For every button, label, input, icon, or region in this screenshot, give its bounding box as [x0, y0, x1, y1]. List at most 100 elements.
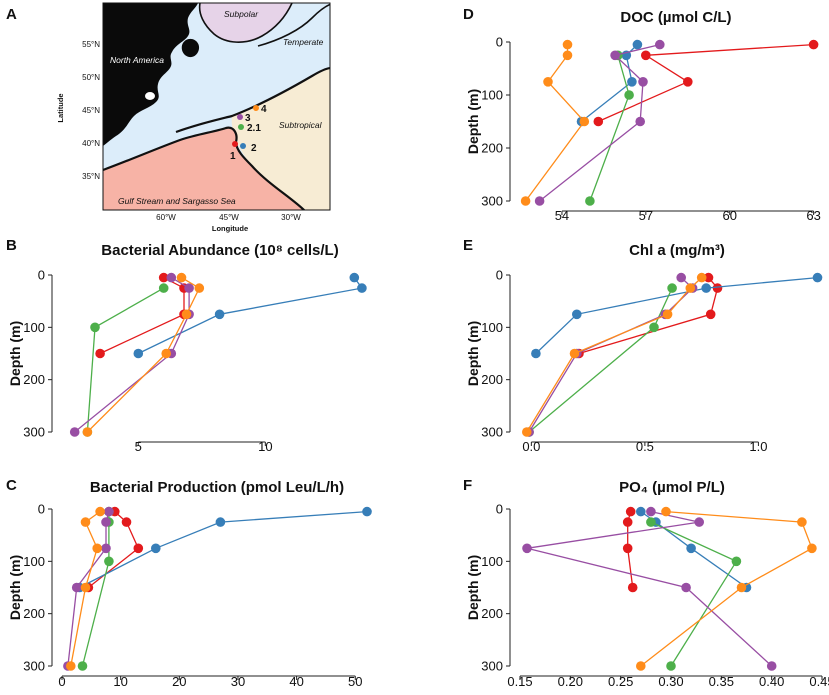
x-tick-label: 60 — [722, 208, 736, 223]
region-label-subtropical: Subtropical — [279, 120, 323, 130]
y-tick-label: 300 — [481, 194, 503, 209]
data-point-station-4 — [82, 427, 93, 437]
data-point-station-3 — [184, 283, 194, 293]
x-tick-label: 10 — [258, 439, 272, 454]
data-point-station-2-1 — [731, 556, 742, 567]
data-point-station-3 — [766, 661, 777, 671]
y-tick-label: 300 — [23, 425, 45, 440]
gulf-stream-region — [103, 127, 304, 210]
data-point-station-4 — [92, 543, 102, 554]
data-point-station-4 — [543, 77, 553, 87]
data-point-station-3 — [635, 116, 645, 127]
region-label-temperate: Temperate — [283, 37, 324, 47]
data-point-station-3 — [610, 50, 620, 61]
chart-panel-c: C Bacterial Production (pmol Leu/L/h) Dept… — [6, 477, 372, 689]
data-point-station-1 — [121, 517, 132, 527]
y-tick-label: 200 — [23, 606, 45, 621]
y-tick-label: 200 — [23, 372, 45, 387]
y-axis-label-f: Depth (m) — [465, 555, 481, 620]
station-label-3: 3 — [245, 113, 251, 124]
y-tick-label: 100 — [481, 88, 503, 103]
data-point-station-3 — [522, 543, 532, 554]
y-tick-label: 100 — [23, 320, 45, 335]
data-point-station-1 — [627, 582, 638, 593]
data-point-station-3 — [104, 506, 114, 517]
chart-title-d: DOC (µmol C/L) — [620, 9, 731, 26]
data-point-station-2-1 — [649, 322, 659, 333]
subpolar-region — [199, 3, 292, 43]
y-tick-label: 300 — [23, 659, 45, 674]
x-tick-label: 10 — [113, 674, 127, 689]
lat-tick-40: 40°N — [82, 139, 100, 148]
x-tick-label: 50 — [348, 674, 362, 689]
data-point-station-4 — [562, 39, 573, 50]
series-line-station-2-1 — [81, 511, 110, 667]
station-label-2-1: 2.1 — [247, 123, 261, 134]
data-point-station-2-1 — [90, 322, 100, 333]
data-point-station-4 — [522, 427, 532, 437]
data-point-station-3 — [681, 582, 691, 593]
data-point-station-1 — [158, 272, 169, 283]
data-point-station-1 — [808, 39, 819, 50]
panel-letter-a: A — [6, 6, 17, 23]
data-point-station-3 — [101, 517, 111, 527]
y-tick-label: 0 — [496, 268, 503, 283]
panel-letter-b: B — [6, 237, 17, 254]
x-tick-label: 30 — [231, 674, 245, 689]
chart-panel-d: D DOC (µmol C/L) Depth (m) 0 100 200 300 54 57 60… — [463, 6, 821, 223]
series-line-station-2-1 — [589, 55, 630, 202]
data-point-station-3 — [69, 427, 80, 437]
x-tick-label: 57 — [639, 208, 653, 223]
panel-letter-e: E — [463, 237, 473, 254]
map-ylabel: Latitude — [56, 93, 65, 122]
y-tick-label: 100 — [23, 554, 45, 569]
data-point-station-4 — [736, 582, 747, 593]
x-tick-label: 0.5 — [636, 439, 654, 454]
x-tick-label: 0.20 — [558, 674, 583, 689]
north-america-landmass — [103, 3, 198, 146]
data-point-station-4 — [176, 272, 187, 283]
data-point-station-3 — [655, 39, 665, 50]
x-tick-label: 0.35 — [709, 674, 734, 689]
panel-letter-f: F — [463, 477, 472, 494]
chart-panel-f: F PO₄ (µmol P/L) Depth (m) 0 100 200 300 0.15 0.… — [463, 477, 829, 689]
data-point-station-3 — [71, 582, 82, 593]
chart-panel-b: B Bacterial Abundance (10⁸ cells/L) Depth … — [6, 237, 367, 454]
x-tick-label: 40 — [289, 674, 303, 689]
series-line-station-4 — [640, 510, 813, 667]
y-axis-label-d: Depth (m) — [465, 89, 481, 154]
series-line-station-2 — [138, 277, 364, 355]
data-point-station-1 — [703, 272, 714, 283]
data-point-station-2 — [632, 39, 643, 50]
station-2-1-marker — [238, 124, 244, 130]
data-point-station-4 — [95, 506, 105, 517]
data-point-station-4 — [696, 272, 707, 283]
map-panel: A North America Subpolar Te — [6, 2, 331, 233]
data-point-station-4 — [562, 50, 573, 61]
x-tick-label: 0 — [58, 674, 65, 689]
data-point-station-4 — [569, 348, 580, 359]
front-line-subtropical — [175, 66, 330, 134]
data-point-station-2 — [357, 283, 367, 293]
station-label-1: 1 — [230, 151, 236, 162]
data-point-station-2-1 — [585, 196, 595, 206]
data-point-station-4 — [636, 661, 646, 671]
data-point-station-2 — [636, 506, 646, 517]
x-tick-label: 63 — [806, 208, 820, 223]
y-axis-label-b: Depth (m) — [7, 321, 23, 386]
x-tick-label: 0.0 — [522, 439, 540, 454]
data-point-station-2 — [572, 309, 582, 320]
series-line-station-1 — [578, 277, 719, 355]
data-point-station-2-1 — [624, 90, 634, 100]
x-tick-label: 0.40 — [759, 674, 784, 689]
x-tick-label: 0.15 — [507, 674, 532, 689]
lon-tick-60: 60°W — [156, 213, 176, 222]
data-point-station-2-1 — [158, 283, 169, 293]
series-line-station-1 — [627, 511, 634, 588]
nova-scotia-island — [143, 90, 157, 102]
data-point-station-2 — [214, 309, 225, 320]
lon-tick-30: 30°W — [281, 213, 301, 222]
chart-title-b: Bacterial Abundance (10⁸ cells/L) — [101, 242, 338, 259]
data-point-station-2-1 — [646, 517, 656, 527]
